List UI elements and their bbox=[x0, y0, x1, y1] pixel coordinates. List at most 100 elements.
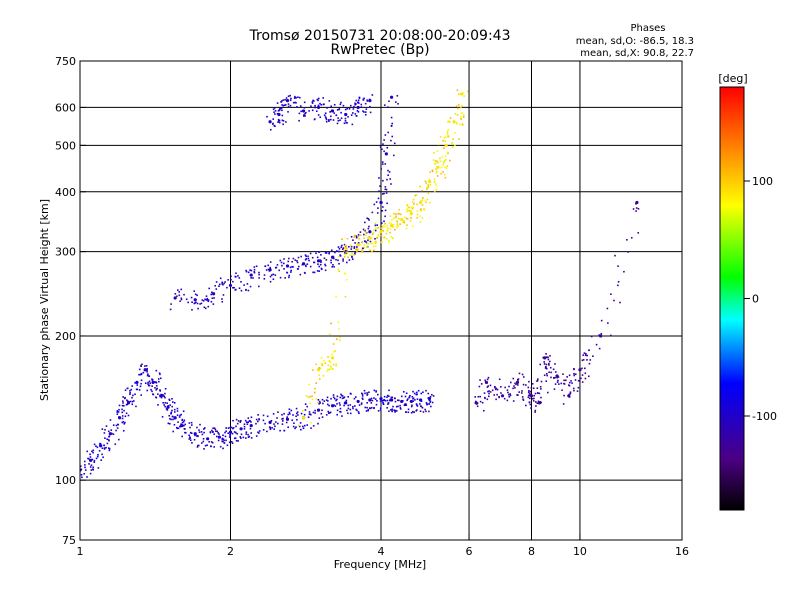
scatter-dot bbox=[106, 442, 109, 445]
scatter-dot bbox=[278, 119, 281, 122]
scatter-dot bbox=[269, 426, 271, 429]
scatter-dot bbox=[327, 364, 330, 367]
scatter-dot bbox=[188, 438, 191, 440]
scatter-dot bbox=[292, 266, 294, 268]
scatter-dot bbox=[428, 178, 431, 181]
scatter-dot bbox=[127, 414, 130, 417]
scatter-dot bbox=[435, 170, 438, 173]
scatter-dot bbox=[387, 169, 389, 172]
scatter-dot bbox=[352, 405, 354, 408]
x-tick-label: 2 bbox=[227, 545, 234, 558]
scatter-dot bbox=[635, 207, 638, 209]
scatter-dot bbox=[338, 328, 340, 330]
scatter-dot bbox=[278, 269, 281, 272]
scatter-dot bbox=[351, 256, 353, 259]
scatter-dot bbox=[498, 378, 501, 381]
scatter-dot bbox=[258, 418, 260, 420]
data-point bbox=[249, 423, 253, 428]
scatter-dot bbox=[403, 220, 405, 222]
scatter-dot bbox=[304, 264, 307, 267]
scatter-dot bbox=[328, 360, 331, 363]
y-tick-label: 75 bbox=[62, 534, 76, 547]
scatter-dot bbox=[404, 404, 407, 407]
scatter-dot bbox=[369, 105, 371, 108]
scatter-dot bbox=[380, 227, 383, 229]
scatter-dot bbox=[528, 389, 530, 392]
scatter-dot bbox=[574, 373, 577, 376]
data-point bbox=[316, 105, 321, 110]
scatter-dot bbox=[433, 163, 436, 165]
scatter-dot bbox=[617, 265, 619, 268]
scatter-dot bbox=[447, 136, 449, 139]
scatter-dot bbox=[330, 259, 332, 262]
scatter-dot bbox=[338, 270, 341, 273]
scatter-dot bbox=[166, 402, 168, 404]
scatter-dot bbox=[327, 410, 330, 413]
scatter-dot bbox=[228, 441, 231, 444]
scatter-dot bbox=[384, 134, 387, 136]
scatter-dot bbox=[250, 269, 253, 272]
scatter-dot bbox=[167, 422, 170, 425]
scatter-dot bbox=[307, 396, 309, 399]
scatter-dot bbox=[536, 379, 539, 382]
scatter-dot bbox=[277, 411, 279, 413]
scatter-dot bbox=[388, 410, 390, 413]
scatter-dot bbox=[384, 209, 387, 212]
scatter-dot bbox=[436, 150, 439, 152]
scatter-dot bbox=[249, 427, 252, 430]
scatter-dot bbox=[162, 401, 164, 404]
scatter-dot bbox=[525, 384, 527, 386]
scatter-dot bbox=[337, 255, 340, 258]
y-tick-label: 600 bbox=[55, 101, 76, 114]
scatter-dot bbox=[122, 402, 124, 404]
y-tick-label: 400 bbox=[55, 186, 76, 199]
data-point bbox=[285, 98, 290, 103]
scatter-dot bbox=[513, 385, 515, 387]
scatter-dot bbox=[343, 122, 346, 125]
scatter-dot bbox=[355, 99, 358, 102]
scatter-dot bbox=[208, 287, 210, 290]
scatter-dot bbox=[343, 404, 345, 407]
scatter-dot bbox=[247, 436, 250, 438]
scatter-dot bbox=[433, 180, 436, 183]
scatter-dot bbox=[303, 101, 306, 104]
scatter-dot bbox=[103, 447, 106, 449]
scatter-dot bbox=[414, 194, 417, 197]
scatter-dot bbox=[357, 101, 359, 104]
data-point bbox=[409, 399, 413, 404]
scatter-dot bbox=[222, 440, 224, 443]
scatter-dot bbox=[332, 119, 335, 121]
scatter-dot bbox=[409, 220, 412, 222]
scatter-dot bbox=[289, 266, 292, 269]
scatter-dot bbox=[319, 102, 321, 105]
scatter-dot bbox=[230, 441, 233, 443]
scatter-dot bbox=[236, 422, 239, 425]
scatter-dot bbox=[443, 161, 445, 164]
scatter-dot bbox=[169, 422, 171, 425]
scatter-dot bbox=[434, 160, 437, 162]
scatter-dot bbox=[339, 407, 342, 410]
scatter-dot bbox=[309, 252, 312, 255]
scatter-dot bbox=[255, 435, 258, 437]
scatter-dot bbox=[101, 447, 104, 450]
scatter-dot bbox=[449, 117, 452, 119]
scatter-dot bbox=[194, 293, 197, 296]
scatter-dot bbox=[568, 384, 571, 387]
scatter-dot bbox=[323, 114, 326, 116]
scatter-dot bbox=[202, 437, 205, 440]
scatter-dot bbox=[460, 106, 462, 109]
scatter-dot bbox=[211, 297, 214, 300]
scatter-dot bbox=[565, 379, 567, 382]
scatter-dot bbox=[205, 299, 208, 301]
scatter-dot bbox=[238, 287, 241, 290]
scatter-dot bbox=[341, 244, 343, 247]
scatter-dot bbox=[170, 303, 172, 305]
scatter-dot bbox=[411, 404, 413, 407]
scatter-dot bbox=[431, 393, 433, 396]
scatter-dot bbox=[386, 399, 389, 402]
scatter-dot bbox=[406, 205, 409, 207]
scatter-dot bbox=[429, 401, 431, 403]
scatter-dot bbox=[302, 427, 305, 430]
scatter-dot bbox=[373, 397, 375, 399]
scatter-dot bbox=[486, 386, 489, 388]
